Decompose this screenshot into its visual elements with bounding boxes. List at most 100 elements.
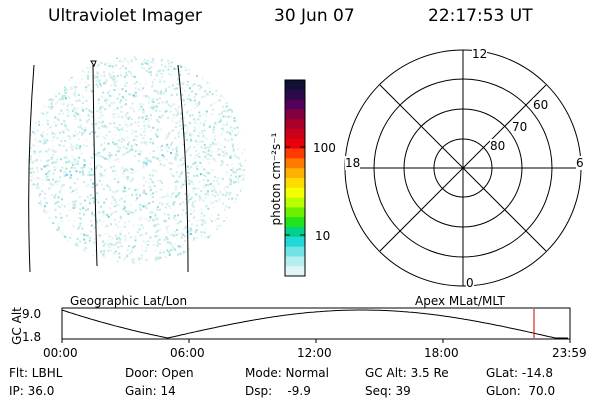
emission-pixel xyxy=(73,92,76,95)
emission-pixel xyxy=(48,216,51,219)
emission-pixel xyxy=(207,162,210,165)
emission-pixel xyxy=(173,68,176,70)
emission-pixel xyxy=(138,160,140,162)
emission-pixel xyxy=(173,230,176,233)
emission-pixel xyxy=(180,180,183,183)
emission-pixel xyxy=(36,169,39,172)
emission-pixel xyxy=(70,208,73,211)
emission-pixel xyxy=(213,188,216,191)
emission-pixel xyxy=(234,134,237,137)
emission-pixel xyxy=(191,114,194,116)
emission-pixel xyxy=(144,205,147,208)
emission-pixel xyxy=(81,132,84,135)
emission-pixel xyxy=(189,132,192,135)
emission-pixel xyxy=(157,223,160,226)
emission-pixel xyxy=(237,129,240,132)
emission-pixel xyxy=(166,238,169,241)
emission-pixel xyxy=(104,80,107,83)
colorbar-frame xyxy=(284,79,306,277)
emission-pixel xyxy=(73,158,76,161)
emission-pixel xyxy=(194,122,197,124)
emission-pixel xyxy=(41,112,44,115)
emission-pixel xyxy=(54,124,57,127)
emission-pixel xyxy=(108,122,111,125)
emission-pixel xyxy=(235,175,238,178)
emission-pixel xyxy=(196,75,199,77)
emission-pixel xyxy=(197,187,200,190)
emission-pixel xyxy=(217,213,220,216)
emission-pixel xyxy=(67,90,69,93)
emission-pixel xyxy=(163,220,166,222)
emission-pixel xyxy=(189,209,192,212)
emission-pixel xyxy=(109,242,112,245)
emission-pixel xyxy=(202,219,205,222)
emission-pixel xyxy=(150,193,153,196)
emission-pixel xyxy=(178,124,181,127)
apex-mlat-label: Apex MLat/MLT xyxy=(415,294,505,308)
emission-pixel xyxy=(208,90,211,93)
emission-pixel xyxy=(98,127,100,130)
emission-pixel xyxy=(182,81,184,84)
emission-pixel xyxy=(147,257,150,260)
emission-pixel xyxy=(98,117,101,119)
emission-pixel xyxy=(40,134,43,137)
emission-pixel xyxy=(63,96,66,99)
emission-pixel xyxy=(193,99,196,102)
emission-pixel xyxy=(123,120,126,123)
emission-pixel xyxy=(195,229,198,232)
emission-pixel xyxy=(100,84,102,87)
emission-pixel xyxy=(113,142,115,145)
emission-pixel xyxy=(220,163,223,166)
emission-pixel xyxy=(202,121,205,124)
emission-pixel xyxy=(219,99,221,102)
emission-pixel xyxy=(115,242,118,245)
emission-pixel xyxy=(131,259,134,262)
emission-pixel xyxy=(152,156,155,159)
emission-pixel xyxy=(78,225,81,227)
emission-pixel xyxy=(70,87,73,90)
emission-pixel xyxy=(168,65,171,68)
timeline-xtick: 00:00 xyxy=(43,346,78,360)
emission-pixel xyxy=(81,108,84,111)
emission-pixel xyxy=(115,223,117,226)
emission-pixel xyxy=(119,74,122,77)
emission-pixel xyxy=(179,252,182,255)
emission-pixel xyxy=(187,176,190,178)
emission-pixel xyxy=(96,110,99,113)
emission-pixel xyxy=(111,78,114,81)
emission-pixel xyxy=(52,172,55,174)
emission-pixel xyxy=(29,155,32,157)
emission-pixel xyxy=(43,105,46,108)
emission-pixel xyxy=(115,79,118,82)
emission-pixel xyxy=(126,176,129,179)
emission-pixel xyxy=(46,160,48,163)
emission-pixel xyxy=(114,190,117,193)
emission-pixel xyxy=(202,113,204,116)
emission-pixel xyxy=(85,108,88,110)
emission-pixel xyxy=(223,146,226,149)
emission-pixel xyxy=(47,149,50,152)
emission-pixel xyxy=(185,124,188,127)
emission-pixel xyxy=(169,241,172,244)
emission-pixel xyxy=(135,199,138,202)
emission-pixel xyxy=(138,205,141,208)
emission-pixel xyxy=(241,152,244,155)
emission-pixel xyxy=(61,203,64,206)
emission-pixel xyxy=(60,123,63,125)
emission-pixel xyxy=(143,240,146,243)
emission-pixel xyxy=(196,105,199,107)
emission-pixel xyxy=(194,102,197,105)
emission-pixel xyxy=(71,109,74,112)
emission-pixel xyxy=(49,98,52,101)
emission-pixel xyxy=(209,234,212,237)
emission-pixel xyxy=(59,169,62,171)
emission-pixel xyxy=(157,120,160,123)
colorbar-band xyxy=(285,109,305,120)
emission-pixel xyxy=(199,218,202,221)
emission-pixel xyxy=(78,156,81,159)
emission-pixel xyxy=(200,145,203,148)
emission-pixel xyxy=(175,87,178,90)
emission-pixel xyxy=(88,132,91,135)
emission-pixel xyxy=(212,157,215,160)
emission-pixel xyxy=(122,129,125,132)
